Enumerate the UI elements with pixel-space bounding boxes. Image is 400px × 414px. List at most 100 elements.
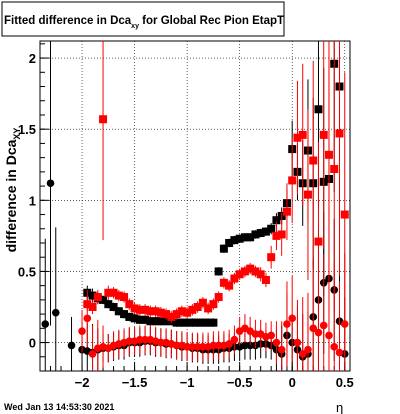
x-tick-label: −0.5: [227, 375, 253, 390]
data-point-circle: [330, 343, 339, 351]
data-point-square: [240, 267, 249, 276]
y-tick-label: 0: [29, 336, 36, 351]
data-point-square: [135, 305, 144, 314]
data-point-square: [141, 305, 150, 314]
data-point-square: [130, 304, 139, 313]
data-point-circle: [83, 314, 92, 323]
data-point-circle: [193, 343, 202, 351]
data-point-circle: [172, 341, 181, 350]
data-point-square: [172, 310, 181, 319]
data-point-circle: [288, 314, 297, 323]
data-point-circle: [199, 343, 207, 351]
data-point-square: [214, 293, 223, 302]
data-point-square: [130, 314, 139, 323]
data-point-square: [256, 270, 265, 279]
data-point-square: [219, 244, 228, 253]
data-point-circle: [214, 341, 223, 350]
data-point-circle: [209, 341, 218, 350]
data-point-circle: [304, 345, 312, 354]
x-tick-label: −1: [180, 375, 195, 390]
data-point-square: [204, 304, 213, 313]
data-point-circle: [46, 179, 55, 188]
data-point-square: [188, 305, 197, 314]
data-point-square: [261, 227, 270, 236]
data-point-square: [335, 129, 344, 138]
data-point-square: [162, 310, 171, 319]
data-point-square: [303, 190, 312, 199]
data-point-square: [319, 130, 328, 139]
ticks: −2 −1.5 −1 −0.5 0 0.5 0 0.5 1 1.5 2: [18, 43, 354, 390]
data-point-square: [314, 237, 323, 246]
x-axis-label: η: [336, 400, 343, 414]
data-point-square: [104, 288, 113, 297]
data-point-square: [188, 318, 197, 327]
data-point-square: [151, 317, 160, 326]
data-point-square: [183, 308, 192, 317]
data-point-circle: [251, 330, 260, 338]
data-point-square: [125, 312, 134, 321]
data-point-square: [235, 234, 244, 243]
data-point-square: [251, 267, 260, 276]
data-point-circle: [125, 337, 134, 345]
data-point-square: [235, 270, 244, 279]
x-tick-label: −1.5: [122, 375, 148, 390]
data-point-square: [256, 229, 265, 238]
data-point-circle: [283, 320, 291, 328]
data-point-square: [209, 318, 218, 327]
x-tick-label: −2: [75, 375, 90, 390]
data-point-square: [167, 312, 176, 321]
data-point-square: [282, 207, 291, 216]
data-point-square: [219, 278, 228, 287]
y-tick-label: 1.5: [18, 122, 36, 137]
data-point-square: [261, 275, 270, 284]
data-point-square: [340, 210, 349, 219]
data-point-square: [225, 281, 234, 290]
y-tick-label: 1: [29, 193, 36, 208]
data-point-square: [198, 298, 207, 307]
data-point-circle: [51, 308, 60, 317]
data-point-square: [162, 317, 171, 326]
data-point-square: [193, 302, 202, 311]
data-point-circle: [141, 335, 149, 344]
data-point-circle: [41, 320, 50, 328]
data-point-circle: [157, 338, 165, 347]
data-point-circle: [298, 350, 307, 358]
data-point-square: [99, 115, 108, 124]
data-point-square: [114, 291, 123, 300]
data-point-square: [88, 291, 97, 300]
data-point-square: [93, 293, 102, 302]
data-point-square: [277, 230, 286, 239]
data-point-circle: [183, 343, 191, 351]
data-point-square: [120, 310, 129, 319]
data-point-square: [267, 224, 276, 233]
plot-frame: [39, 40, 351, 372]
data-point-circle: [267, 331, 275, 340]
data-point-square: [251, 230, 260, 239]
data-point-square: [109, 288, 118, 297]
data-point-square: [104, 300, 113, 309]
data-point-square: [225, 238, 234, 247]
y-axis-label: difference in DcaXY: [3, 128, 22, 253]
data-point-square: [240, 233, 249, 242]
data-point-square: [204, 318, 213, 327]
data-point-square: [88, 302, 97, 311]
data-point-square: [151, 307, 160, 316]
data-point-square: [246, 264, 255, 273]
data-point-square: [120, 293, 129, 302]
x-tick-label: 0.5: [336, 375, 354, 390]
data-point-square: [324, 150, 333, 159]
data-point-square: [330, 165, 339, 174]
data-point-circle: [78, 327, 86, 335]
data-point-circle: [230, 335, 239, 344]
data-point-circle: [319, 321, 328, 330]
data-point-square: [125, 300, 134, 309]
title-box: [1, 1, 285, 37]
data-point-square: [272, 216, 281, 225]
data-point-square: [298, 130, 307, 139]
data-point-square: [314, 105, 323, 114]
data-point-square: [246, 233, 255, 242]
data-point-square: [209, 300, 218, 309]
data-point-circle: [272, 338, 281, 347]
data-point-square: [83, 300, 92, 309]
